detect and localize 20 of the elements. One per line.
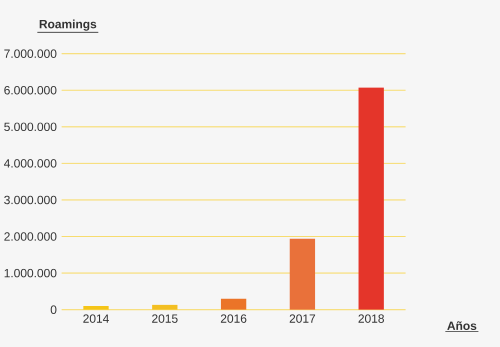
y-tick-label: 7.000.000 — [4, 49, 56, 58]
x-tick-label: 2018 — [358, 314, 384, 323]
bar — [83, 306, 109, 310]
y-tick-label: 0 — [50, 305, 56, 314]
y-tick-label: 6.000.000 — [4, 86, 56, 94]
bar — [290, 238, 316, 310]
bar — [358, 88, 384, 310]
y-tick-label: 5.000.000 — [4, 122, 56, 132]
bar — [152, 304, 178, 310]
y-tick-label: 2.000.000 — [4, 232, 56, 241]
x-tick-label: 2015 — [152, 314, 178, 323]
x-tick-label: 2017 — [290, 314, 316, 323]
x-tick-label: 2016 — [220, 314, 246, 323]
x-axis-title: Años — [447, 321, 476, 330]
y-tick-label: 1.000.000 — [4, 268, 56, 278]
y-tick-label: 3.000.000 — [4, 196, 56, 204]
y-axis-title: Roamings — [40, 20, 96, 31]
bar — [220, 298, 246, 310]
y-tick-label: 4.000.000 — [4, 159, 56, 168]
x-tick-label: 2014 — [83, 314, 109, 323]
